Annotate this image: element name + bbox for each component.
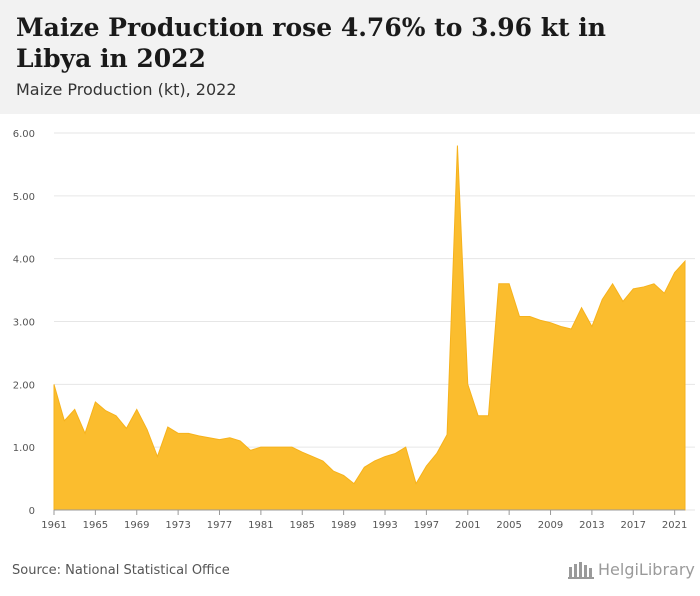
- axes: 0 1.00 2.00 3.00 4.00 5.00 6.00 1961 1965 1969 197…: [13, 129, 688, 531]
- source-note: Source: National Statistical Office: [12, 563, 230, 578]
- x-tick-label: 1973: [165, 520, 190, 531]
- y-tick-label: 2.00: [13, 380, 35, 391]
- x-tick-label: 1985: [290, 520, 315, 531]
- x-tick-label: 1969: [124, 520, 149, 531]
- maize-production-area: [53, 145, 686, 511]
- y-tick-label: 5.00: [13, 192, 35, 203]
- x-tick-label: 2013: [579, 520, 604, 531]
- x-tick-label: 2021: [662, 520, 687, 531]
- logo-text: HelgiLibrary: [598, 560, 695, 579]
- x-tick-label: 1961: [41, 520, 66, 531]
- chart-title: Maize Production rose 4.76% to 3.96 kt i…: [16, 13, 606, 73]
- library-logo-icon: [568, 561, 594, 579]
- y-tick-label: 1.00: [13, 443, 35, 454]
- area-series: [53, 145, 686, 511]
- x-tick-label: 2005: [496, 520, 521, 531]
- area-chart: 0 1.00 2.00 3.00 4.00 5.00 6.00 1961 1965 1969 197…: [13, 129, 695, 531]
- helgi-library-logo: HelgiLibrary: [568, 560, 695, 579]
- x-tick-label: 2017: [621, 520, 646, 531]
- x-tick-label: 2009: [538, 520, 563, 531]
- x-tick-label: 1997: [414, 520, 439, 531]
- x-tick-label: 1989: [331, 520, 356, 531]
- y-tick-label: 0: [29, 506, 35, 517]
- x-tick-label: 1993: [372, 520, 397, 531]
- x-tick-label: 2001: [455, 520, 480, 531]
- y-tick-label: 6.00: [13, 129, 35, 140]
- chart-subtitle: Maize Production (kt), 2022: [16, 80, 237, 99]
- x-tick-label: 1981: [248, 520, 273, 531]
- y-tick-label: 3.00: [13, 318, 35, 329]
- x-tick-label: 1977: [207, 520, 232, 531]
- header-band: Maize Production rose 4.76% to 3.96 kt i…: [0, 0, 700, 114]
- x-tick-label: 1965: [83, 520, 108, 531]
- y-tick-label: 4.00: [13, 255, 35, 266]
